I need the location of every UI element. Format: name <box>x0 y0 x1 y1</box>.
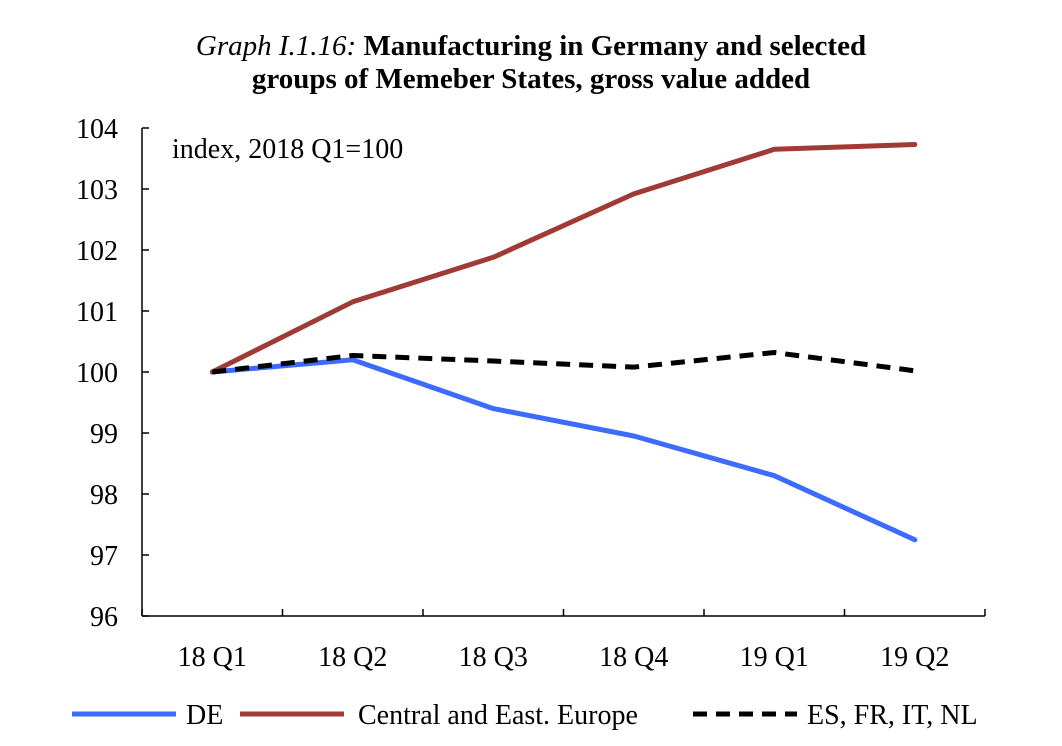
chart-axes <box>141 127 986 617</box>
chart-title-line2: groups of Memeber States, gross value ad… <box>251 63 811 95</box>
y-tick-label: 97 <box>90 541 118 572</box>
y-tick-label: 100 <box>76 358 118 389</box>
y-tick-label: 104 <box>76 114 118 145</box>
y-tick-label: 96 <box>90 602 118 633</box>
y-tick-labels: 96 97 98 99 100 101 102 103 104 <box>76 114 118 633</box>
legend-label: Central and East. Europe <box>358 700 638 731</box>
series-line-2 <box>209 142 918 375</box>
series-lines <box>209 142 918 543</box>
x-tick-label: 18 Q4 <box>599 642 668 673</box>
y-tick-label: 101 <box>76 297 118 328</box>
chart-title: Graph I.1.16: Manufacturing in Germany a… <box>0 30 1062 96</box>
x-tick-label: 19 Q1 <box>740 642 809 673</box>
x-tick-label: 19 Q2 <box>880 642 949 673</box>
x-tick-labels: 18 Q1 18 Q2 18 Q3 18 Q4 19 Q1 19 Q2 <box>178 642 950 673</box>
series-line-1 <box>209 357 918 543</box>
chart-title-prefix: Graph I.1.16: <box>195 30 357 62</box>
index-annotation: index, 2018 Q1=100 <box>172 134 403 165</box>
y-tick-label: 98 <box>90 480 118 511</box>
legend: DE Central and East. Europe ES, FR, IT, NL <box>72 700 978 731</box>
legend-label: DE <box>186 700 223 731</box>
x-tick-label: 18 Q1 <box>178 642 247 673</box>
y-tick-label: 103 <box>76 175 118 206</box>
x-tick-label: 18 Q3 <box>459 642 528 673</box>
legend-label: ES, FR, IT, NL <box>807 700 978 731</box>
chart-title-line1: Manufacturing in Germany and selected <box>363 30 867 62</box>
series-line-3 <box>212 350 916 375</box>
y-tick-label: 99 <box>90 419 118 450</box>
x-tick-label: 18 Q2 <box>318 642 387 673</box>
y-tick-label: 102 <box>76 236 118 267</box>
